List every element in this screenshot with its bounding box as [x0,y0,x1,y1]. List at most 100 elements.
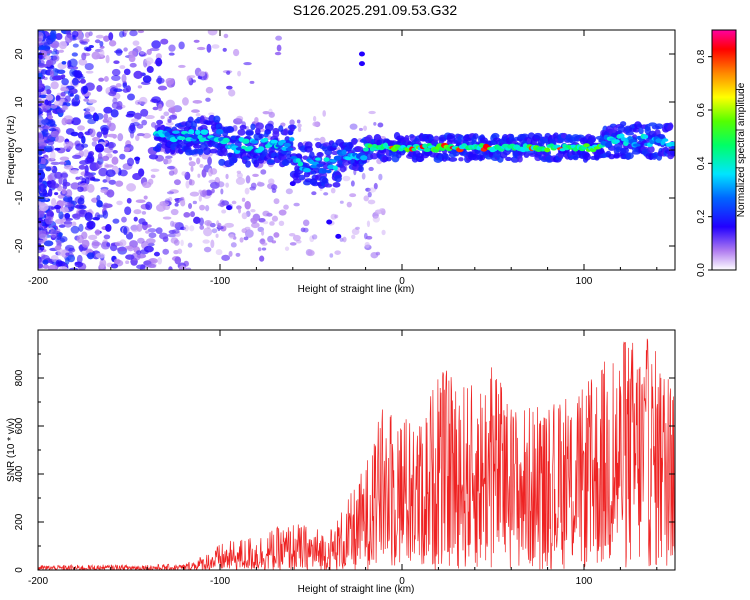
spectrogram-noise-cell [96,84,103,92]
snr-xlabel: Height of straight line (km) [298,584,415,595]
spectrogram-noise-cell [150,174,156,179]
spectrogram-noise-cell [102,210,109,219]
spectrogram-noise-cell [259,255,265,262]
spectrogram-noise-cell [147,228,157,233]
spectrogram-ridge-halo [192,144,202,149]
spectrogram-noise-cell [361,172,366,180]
spectrogram-noise-cell [45,94,54,101]
spectrogram-outlier-cell [358,51,365,57]
spectrogram-noise-cell [168,196,173,202]
spectrogram-ridge-halo [351,137,358,146]
spectrogram-noise-cell [55,32,63,41]
spectrogram-noise-cell [77,131,84,139]
spectrogram-noise-cell [78,205,87,210]
spectrogram-noise-cell [275,35,283,41]
spectrogram-noise-cell [83,149,90,158]
spectrogram-noise-cell [215,249,223,256]
spectrogram-ridge-cell [315,157,321,161]
snr-ytick-label: 200 [14,513,25,530]
spectrogram-noise-cell [293,202,300,207]
spectrogram-noise-cell [210,239,215,249]
spectrogram-noise-cell [137,85,143,89]
spectrogram-noise-cell [70,225,80,234]
spectrogram-noise-cell [197,173,201,178]
spectrogram-noise-cell [69,93,74,97]
spectrogram-noise-cell [236,172,243,179]
spectrogram-noise-cell [78,175,84,180]
spectrogram-noise-cell [96,194,101,202]
spectrogram-noise-cell [56,240,62,246]
spectrogram-noise-cell [183,224,189,232]
spectrogram-noise-cell [203,246,212,253]
spectrogram-noise-cell [258,217,266,223]
spectrogram-noise-cell [203,227,213,237]
spectrogram-noise-cell [368,166,374,172]
spectrogram-noise-cell [169,220,175,227]
spectrogram-noise-cell [71,77,79,86]
spectrogram-noise-cell [38,195,46,202]
spectrogram-noise-cell [187,242,193,248]
spectrogram-noise-cell [38,163,47,170]
spectrogram-noise-cell [300,227,306,233]
spectrogram-noise-cell [363,125,367,131]
spectrogram-noise-cell [144,115,155,120]
spectrogram-noise-cell [363,195,369,202]
spectrogram-noise-cell [124,147,130,152]
spectrogram-noise-cell [44,99,49,106]
spectrogram-ytick-label: 10 [14,96,25,108]
spectrogram-ytick-label: 0 [14,147,25,153]
spectrogram-noise-cell [261,230,265,236]
spectrogram-outlier-cell [326,219,333,225]
spectrogram-noise-cell [76,254,83,264]
spectrogram-noise-cell [170,237,179,244]
spectrogram-noise-cell [115,83,122,88]
spectrogram-noise-cell [86,183,95,193]
spectrogram-ridge-cell [316,163,324,168]
spectrogram-noise-cell [224,222,234,228]
spectrogram-noise-cell [180,199,186,207]
spectrogram-noise-cell [110,263,119,269]
spectrogram-noise-cell [192,99,203,104]
spectrogram-ridge-halo [267,159,275,164]
spectrogram-ridge-halo [517,155,523,163]
spectrogram-noise-cell [162,216,172,220]
spectrogram-noise-cell [153,251,160,257]
spectrogram-noise-cell [145,57,154,65]
spectrogram-ridge-halo [156,142,163,149]
spectrogram-noise-cell [262,111,270,115]
spectrogram-noise-cell [133,209,142,215]
spectrogram-noise-cell [38,156,42,164]
spectrogram-noise-cell [245,175,251,184]
spectrogram-noise-cell [95,252,106,259]
spectrogram-noise-cell [87,221,94,228]
spectrogram-noise-cell [119,169,128,177]
spectrogram-noise-cell [82,85,89,94]
colorbar-axis: 0.0 0.2 0.4 0.6 0.8 [696,29,737,277]
spectrogram-ridge-cell [283,142,291,148]
spectrogram-noise-cell [278,220,285,227]
spectrogram-noise-cell [58,232,63,237]
spectrogram-noise-cell [148,178,154,185]
spectrogram-noise-cell [236,170,242,174]
spectrogram-noise-cell [50,104,58,109]
spectrogram-noise-cell [59,156,70,161]
spectrogram-noise-cell [54,204,61,210]
spectrogram-noise-cell [205,97,211,102]
spectrogram-noise-cell [69,267,79,270]
spectrogram-noise-cell [129,62,137,68]
spectrogram-noise-cell [365,187,371,192]
spectrogram-noise-cell [206,43,212,53]
spectrogram-noise-cell [226,70,231,75]
spectrogram-ridge-halo [289,124,295,132]
spectrogram-noise-cell [312,115,317,122]
spectrogram-noise-cell [189,211,195,217]
spectrogram-noise-cell [126,183,137,192]
spectrogram-noise-cell [72,154,82,159]
spectrogram-noise-cell [112,150,118,154]
spectrogram-noise-cell [123,47,128,52]
spectrogram-ridge-cell [246,146,254,150]
spectrogram-noise-cell [166,191,175,195]
spectrogram-ridge-halo [187,116,194,123]
snr-axes: -200 -100 0 100 0 200 400 600 800 [14,329,675,587]
spectrogram-marks [38,30,675,270]
